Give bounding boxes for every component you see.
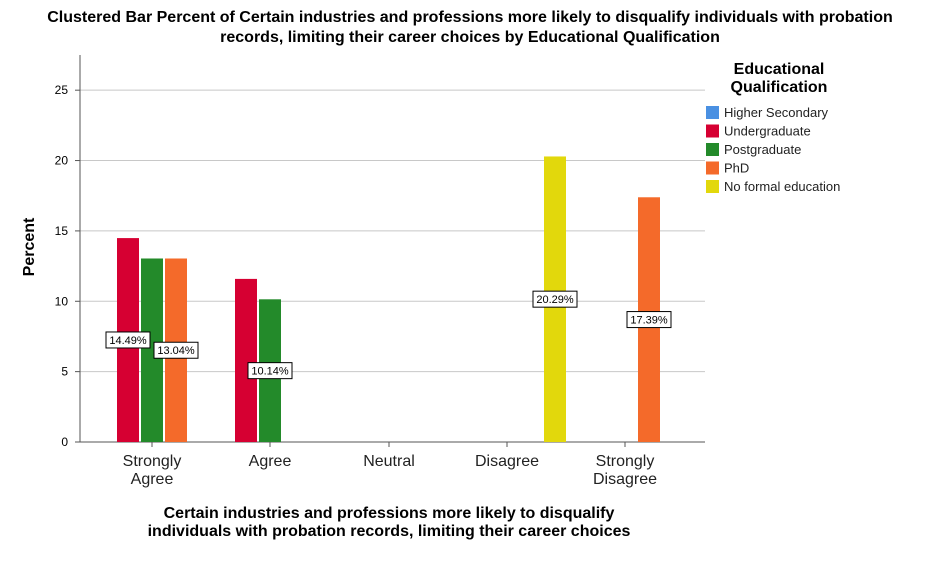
x-tick-label: Agree (249, 453, 292, 470)
legend-title-line-2: Qualification (731, 79, 828, 96)
bar-postgraduate (141, 258, 163, 442)
x-axis-title-line-1: Certain industries and professions more … (164, 505, 615, 522)
legend-label: Undergraduate (724, 124, 811, 139)
bars (117, 156, 660, 443)
data-label: 17.39% (626, 311, 672, 329)
data-label: 10.14% (247, 362, 293, 380)
data-label-box (532, 290, 578, 308)
data-label: 13.04% (153, 341, 199, 359)
legend-label: Higher Secondary (724, 105, 829, 120)
x-tick-label: Strongly (123, 453, 182, 470)
legend-title-line-1: Educational (734, 61, 825, 78)
legend: Educational Qualification Higher Seconda… (706, 61, 840, 194)
data-label-box (105, 331, 151, 349)
legend-swatch (706, 180, 719, 193)
y-tick-label: 10 (55, 294, 69, 308)
y-tick-label: 25 (55, 83, 69, 97)
y-tick-label: 5 (61, 365, 68, 379)
data-labels: 14.49% 13.04% 10.14% 20.29% 17.39% (105, 290, 672, 380)
legend-label: PhD (724, 161, 749, 176)
x-tick-label: Strongly (596, 453, 655, 470)
x-tick-label: Disagree (593, 471, 657, 488)
legend-item: PhD (706, 161, 749, 176)
data-label-text: 17.39% (630, 315, 668, 327)
data-label-text: 14.49% (109, 335, 147, 347)
data-label: 14.49% (105, 331, 151, 349)
data-label-text: 20.29% (536, 294, 574, 306)
y-tick-label: 20 (55, 154, 69, 168)
chart-title-line-2: records, limiting their career choices b… (220, 29, 720, 46)
y-axis-title: Percent (21, 217, 38, 276)
legend-item: Undergraduate (706, 124, 811, 139)
chart-title-line-1: Clustered Bar Percent of Certain industr… (47, 9, 893, 26)
x-axis-title-line-2: individuals with probation records, limi… (148, 523, 631, 540)
bar-undergraduate (235, 278, 257, 442)
legend-item: Postgraduate (706, 142, 801, 157)
data-label-box (247, 362, 293, 380)
legend-label: Postgraduate (724, 142, 801, 157)
legend-swatch (706, 106, 719, 119)
legend-label: No formal education (724, 179, 840, 194)
data-label-text: 13.04% (157, 345, 195, 357)
legend-swatch (706, 124, 719, 138)
data-label-text: 10.14% (251, 366, 289, 378)
data-label-box (153, 341, 199, 359)
legend-item: Higher Secondary (706, 105, 829, 120)
x-tick-label: Neutral (363, 453, 415, 470)
y-tick-label: 0 (61, 435, 68, 449)
y-tick-label: 15 (55, 224, 69, 238)
data-label-box (626, 311, 672, 329)
legend-swatch (706, 143, 719, 156)
legend-swatch (706, 161, 719, 175)
data-label: 20.29% (532, 290, 578, 308)
x-tick-label: Agree (131, 471, 174, 488)
x-tick-label: Disagree (475, 453, 539, 470)
legend-item: No formal education (706, 179, 840, 194)
